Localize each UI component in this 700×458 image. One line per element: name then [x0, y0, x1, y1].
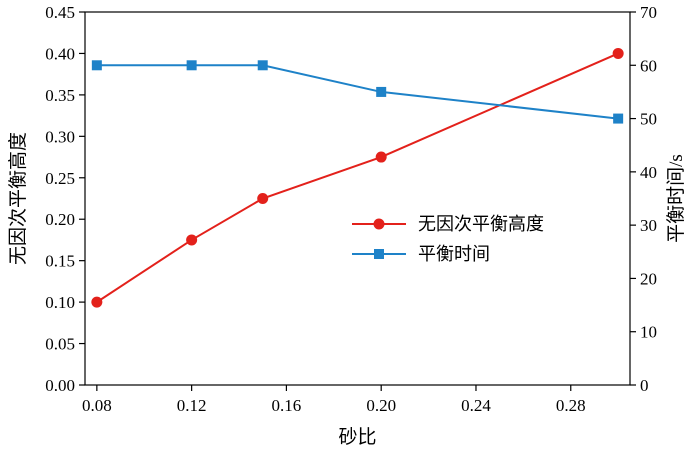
data-point-circle — [373, 218, 385, 230]
legend-item: 无因次平衡高度 — [352, 214, 544, 234]
data-point-circle — [91, 296, 103, 308]
y-right-tick-label: 40 — [640, 163, 657, 182]
data-point-circle — [186, 234, 198, 246]
y-right-tick-label: 0 — [640, 376, 649, 395]
data-point-square — [186, 60, 197, 71]
y-right-tick-label: 50 — [640, 110, 657, 129]
series-line — [96, 64, 619, 120]
y-right-tick-label: 20 — [640, 269, 657, 288]
x-tick-label: 0.28 — [556, 396, 586, 415]
y-right-axis-label: 平衡时间/s — [665, 154, 687, 243]
data-point-circle — [257, 193, 269, 204]
data-point-square — [91, 60, 102, 71]
data-point-circle — [612, 47, 624, 59]
data-point-circle — [375, 151, 387, 163]
x-tick-label: 0.16 — [272, 396, 302, 415]
data-point-square — [374, 249, 384, 259]
x-tick-label: 0.12 — [177, 396, 207, 415]
y-left-axis-label: 无因次平衡高度 — [7, 132, 29, 265]
y-left-tick-label: 0.15 — [45, 252, 75, 271]
y-left-tick-label: 0.00 — [45, 376, 75, 395]
data-point-square — [257, 60, 268, 71]
y-right-tick-label: 70 — [640, 3, 657, 22]
y-left-tick-label: 0.05 — [45, 335, 75, 354]
y-left-tick-label: 0.10 — [45, 293, 75, 312]
data-point-square — [613, 113, 624, 124]
y-right-tick-label: 30 — [640, 216, 657, 235]
y-left-tick-label: 0.35 — [45, 86, 75, 105]
y-left-tick-label: 0.25 — [45, 169, 75, 188]
y-right-tick-label: 10 — [640, 323, 657, 342]
legend-label: 无因次平衡高度 — [418, 214, 544, 234]
x-tick-label: 0.20 — [366, 396, 396, 415]
legend-label: 平衡时间 — [418, 244, 490, 264]
x-axis-label: 砂比 — [338, 426, 376, 448]
legend-item: 平衡时间 — [352, 244, 490, 264]
y-left-tick-label: 0.30 — [45, 127, 75, 146]
y-left-tick-label: 0.45 — [45, 3, 75, 22]
series-time — [91, 60, 624, 124]
y-right-tick-label: 60 — [640, 56, 657, 75]
plot-border — [84, 11, 631, 386]
series-height — [91, 47, 624, 308]
y-left-tick-label: 0.20 — [45, 210, 75, 229]
x-tick-label: 0.24 — [461, 396, 491, 415]
y-left-tick-label: 0.40 — [45, 44, 75, 63]
data-point-square — [376, 86, 387, 97]
series-line — [96, 52, 619, 303]
x-tick-label: 0.08 — [82, 396, 112, 415]
